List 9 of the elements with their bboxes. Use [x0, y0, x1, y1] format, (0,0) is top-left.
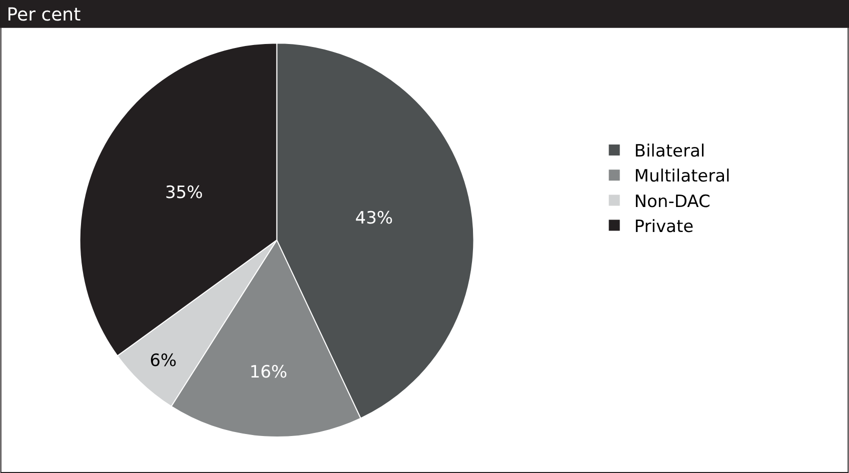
data-label: 35% [165, 182, 203, 203]
data-label: 6% [150, 350, 177, 371]
legend-label: Bilateral [634, 142, 706, 162]
data-label: 43% [355, 208, 393, 228]
legend-label: Private [634, 216, 694, 237]
chart-title: Per cent [6, 4, 81, 26]
data-label: 16% [250, 362, 288, 383]
legend-label: Non-DAC [634, 192, 710, 212]
legend-label: Multilateral [634, 166, 730, 187]
